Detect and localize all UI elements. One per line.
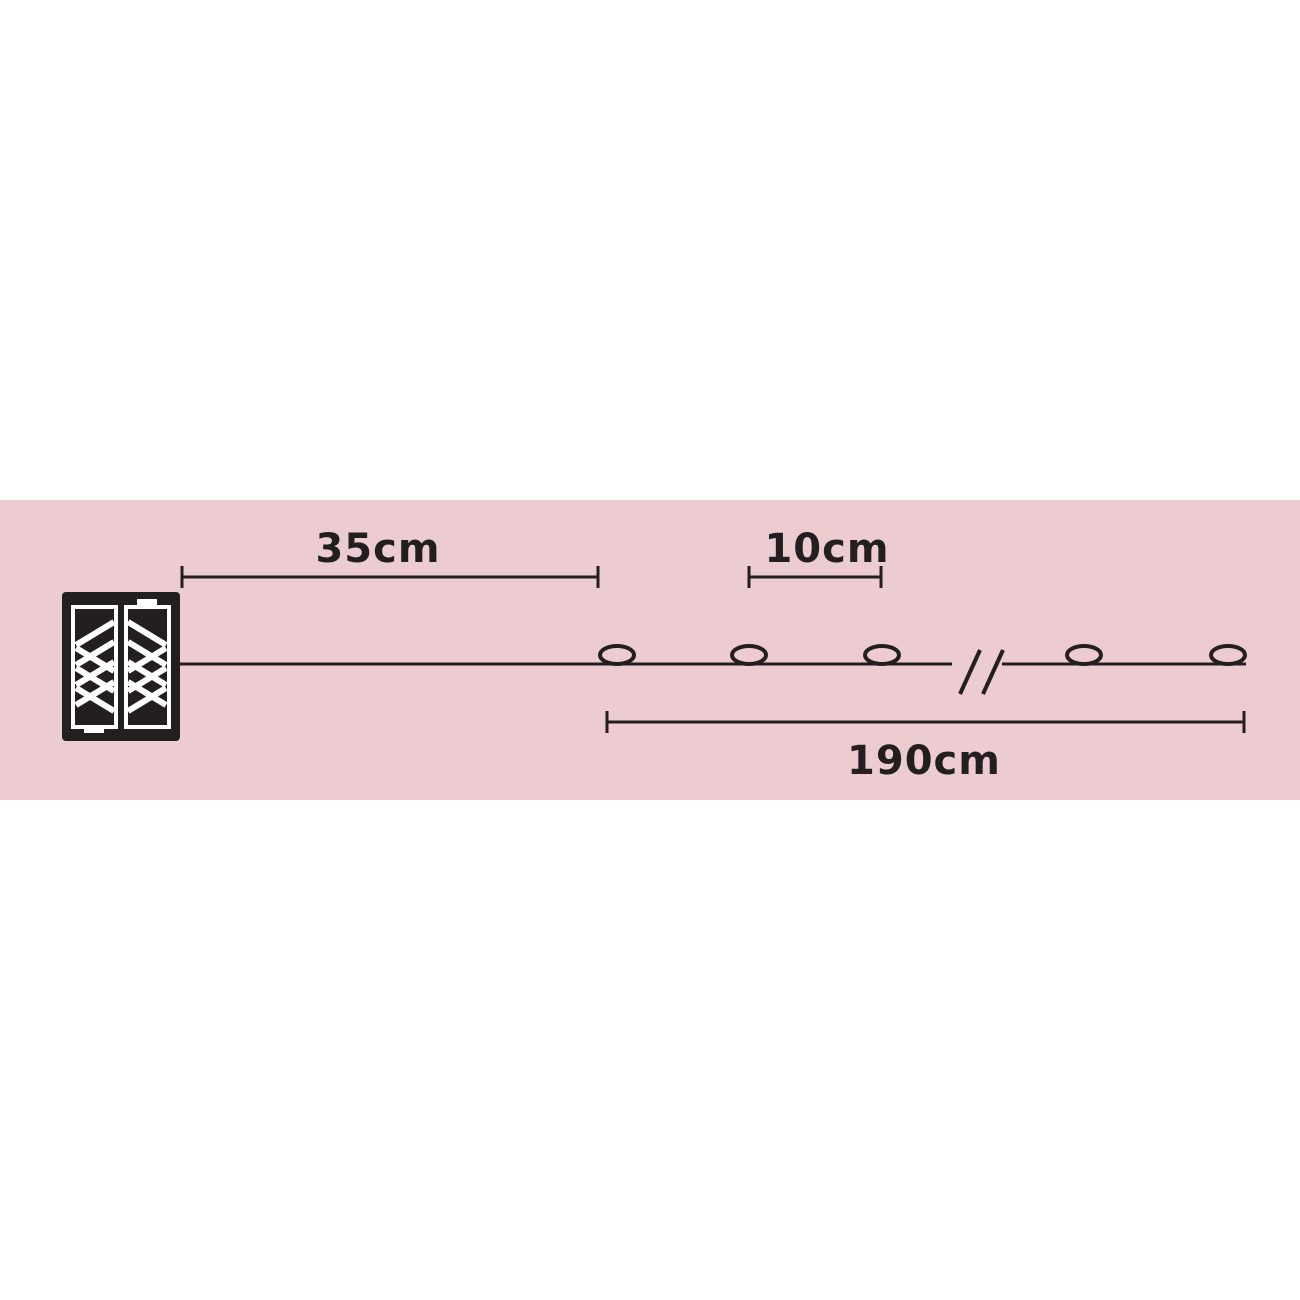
bulb-icon xyxy=(598,644,636,666)
break-mark-icon xyxy=(952,649,1005,695)
lit-length-label: 190cm xyxy=(847,738,1001,784)
dimension-lead-cable xyxy=(180,566,600,588)
lead-cable-label: 35cm xyxy=(315,526,440,572)
dimension-bulb-spacing xyxy=(747,566,883,588)
background-band xyxy=(0,500,1300,800)
battery-box-icon xyxy=(62,592,180,741)
bulb-icon xyxy=(1065,644,1103,666)
bulb-icon xyxy=(1209,644,1247,666)
bulb-icon xyxy=(730,644,768,666)
bulbs xyxy=(598,644,1247,666)
dimension-lit-length xyxy=(605,711,1246,733)
bulb-spacing-label: 10cm xyxy=(764,526,889,572)
bulb-icon xyxy=(863,644,901,666)
